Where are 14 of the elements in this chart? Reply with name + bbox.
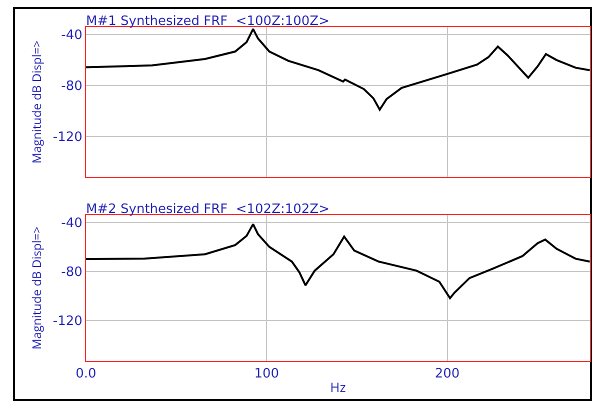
x-tick-label: 200 — [434, 366, 460, 382]
y-tick-label: -80 — [61, 79, 82, 94]
y-tick-label: -80 — [61, 264, 82, 280]
x-axis-title: Hz — [330, 378, 346, 396]
y-tick-label: -40 — [61, 28, 82, 44]
x-tick-label: 0.0 — [76, 366, 96, 382]
chart-title: M#1 Synthesized FRF <100Z:100Z> — [86, 14, 330, 29]
y-tick-label: -120 — [52, 314, 82, 330]
y-axis-title: Magnitude dB Displ=> — [28, 226, 46, 350]
x-tick-label: 100 — [254, 366, 280, 382]
chart-title: M#2 Synthesized FRF <102Z:102Z> — [86, 202, 330, 217]
y-tick-label: -40 — [61, 216, 82, 231]
y-tick-label: -120 — [52, 130, 82, 145]
y-axis-title: Magnitude dB Displ=> — [28, 40, 46, 164]
